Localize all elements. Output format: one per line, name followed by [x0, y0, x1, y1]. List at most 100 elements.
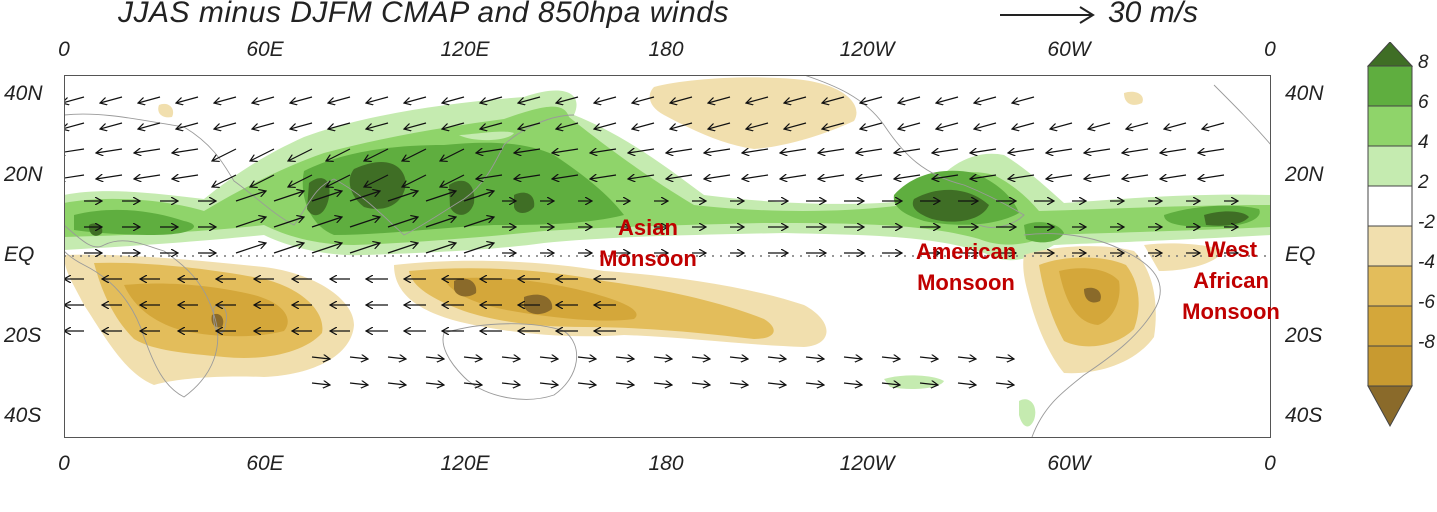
wind-vector-arrow: [957, 357, 976, 359]
wind-vector-arrow: [708, 96, 731, 103]
wind-vector-arrow: [898, 96, 921, 103]
wind-vector-arrow: [556, 122, 579, 129]
wind-vector-arrow: [100, 96, 123, 103]
wind-vector-arrow: [235, 191, 266, 202]
wind-vector-arrow: [856, 149, 883, 153]
wind-vector-arrow: [212, 174, 237, 187]
wind-vector-arrow: [590, 175, 617, 179]
lon-tick-top: 180: [648, 38, 684, 61]
wind-vector-arrow: [856, 175, 883, 179]
lon-tick-bottom: 120E: [440, 452, 490, 475]
wind-vector-arrow: [311, 383, 330, 385]
wind-vector-arrow: [1160, 149, 1187, 153]
wind-vector-arrow: [328, 96, 351, 103]
colorbar-label: -4: [1418, 252, 1435, 273]
wind-vector-arrow: [932, 175, 959, 179]
wind-vector-arrow: [311, 357, 330, 359]
wind-vector-arrow: [860, 122, 883, 129]
wind-vector-arrow: [501, 383, 520, 385]
region-label-line: West: [1204, 237, 1258, 262]
wind-vector-arrow: [349, 217, 380, 228]
wind-vector-arrow: [290, 122, 313, 129]
precipitation-wind-map: [64, 75, 1271, 438]
colorbar-bin: [1367, 305, 1413, 347]
wind-vector-arrow: [919, 383, 938, 385]
wind-vector-arrow: [252, 122, 275, 129]
wind-vector-arrow: [134, 175, 161, 179]
wind-vector-arrow: [311, 217, 342, 228]
wind-vector-arrow: [1050, 122, 1073, 129]
colorbar-bin: [1367, 65, 1413, 107]
wind-vector-arrow: [653, 357, 672, 359]
wind-vector-arrow: [328, 122, 351, 129]
wind-vector-arrow: [176, 122, 199, 129]
wind-vector-arrow: [349, 383, 368, 385]
wind-vector-arrow: [729, 383, 748, 385]
wind-vector-arrow: [252, 96, 275, 103]
lat-tick-left: 20N: [4, 163, 43, 186]
lat-tick-right: EQ: [1285, 243, 1316, 266]
wind-vector-arrow: [138, 96, 161, 103]
lat-tick-right: 20S: [1285, 324, 1323, 347]
colorbar-label: 2: [1418, 172, 1429, 193]
wind-vector-arrow: [1046, 149, 1073, 153]
wind-vector-arrow: [539, 383, 558, 385]
colorbar-bin: [1367, 105, 1413, 147]
wind-vector-arrow: [402, 148, 427, 161]
wind-vector-arrow: [100, 122, 123, 129]
wind-vector-arrow: [556, 96, 579, 103]
wind-vector-arrow: [514, 149, 541, 153]
wind-vector-arrow: [539, 357, 558, 359]
lat-tick-left: 20S: [4, 324, 42, 347]
wind-vector-arrow: [463, 383, 482, 385]
wind-vector-arrow: [518, 122, 541, 129]
wind-vector-arrow: [387, 191, 418, 202]
wind-vector-arrow: [64, 149, 85, 153]
lon-tick-top: 120W: [839, 38, 895, 61]
wind-vector-arrow: [590, 149, 617, 153]
wind-vector-arrow: [818, 175, 845, 179]
wind-vector-arrow: [691, 383, 710, 385]
wind-vector-arrow: [425, 383, 444, 385]
europe-coast: [1213, 84, 1271, 146]
wind-vector-arrow: [501, 357, 520, 359]
wind-vector-arrow: [881, 383, 900, 385]
reference-vector-arrow-icon: [1000, 6, 1095, 24]
wind-vector-arrow: [995, 383, 1014, 385]
australia-coast: [442, 323, 578, 400]
colorbar-label: 4: [1418, 132, 1429, 153]
lat-tick-left: EQ: [4, 243, 35, 266]
wind-vector-arrow: [919, 357, 938, 359]
wind-vector-arrow: [746, 96, 769, 103]
wind-vector-arrow: [290, 96, 313, 103]
lon-tick-top: 120E: [440, 38, 490, 61]
south-america-coast: [1023, 233, 1161, 438]
wind-vector-arrow: [818, 149, 845, 153]
colorbar-label: -2: [1418, 212, 1435, 233]
wind-vector-arrow: [387, 217, 418, 228]
region-label-west-african-monsoon: West African Monsoon: [1182, 234, 1280, 327]
wind-vector-arrow: [767, 383, 786, 385]
wind-vector-arrow: [615, 357, 634, 359]
wind-vector-arrow: [311, 243, 342, 254]
region-label-line: African: [1193, 268, 1269, 293]
wind-vector-arrow: [1012, 96, 1035, 103]
region-label-line: Asian: [618, 215, 678, 240]
wind-vector-arrow: [288, 174, 313, 187]
region-label-asian-monsoon: Asian Monsoon: [599, 212, 697, 274]
wind-vector-arrow: [1164, 122, 1187, 129]
wind-vector-arrow: [822, 122, 845, 129]
wind-vector-arrow: [440, 174, 465, 187]
wind-vector-arrow: [349, 243, 380, 254]
wind-vector-arrow: [463, 243, 494, 254]
wind-vector-arrow: [64, 96, 85, 103]
wind-vector-arrow: [577, 383, 596, 385]
wind-vector-arrow: [860, 96, 883, 103]
wind-vector-arrow: [273, 243, 304, 254]
wind-vector-arrow: [632, 96, 655, 103]
lon-tick-top: 0: [58, 38, 70, 61]
lon-tick-top: 60W: [1047, 38, 1091, 61]
wind-vector-arrow: [670, 122, 693, 129]
wind-vector-arrow: [632, 122, 655, 129]
wind-vector-arrow: [425, 243, 456, 254]
